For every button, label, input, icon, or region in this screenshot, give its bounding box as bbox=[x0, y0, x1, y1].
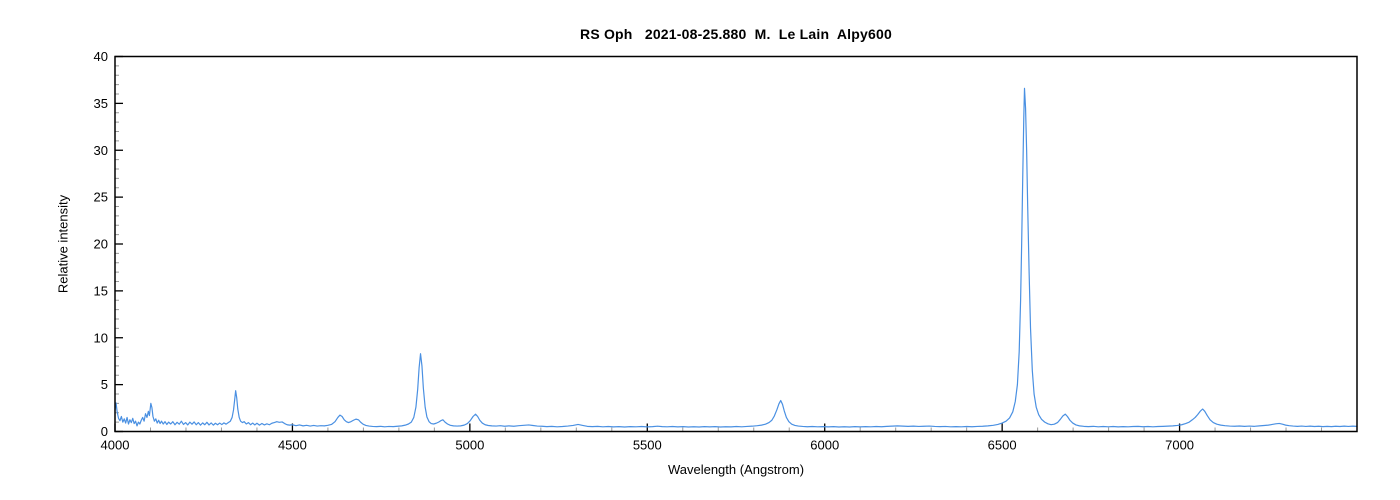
x-axis-label: Wavelength (Angstrom) bbox=[667, 462, 805, 477]
plot-border bbox=[114, 55, 1358, 433]
y-tick-label: 5 bbox=[101, 377, 108, 392]
y-tick-label: 35 bbox=[94, 96, 108, 111]
y-tick-label: 25 bbox=[94, 190, 108, 205]
y-tick-label: 20 bbox=[94, 237, 108, 252]
x-tick-label: 5500 bbox=[633, 438, 662, 453]
spectrum-line bbox=[114, 87, 1358, 428]
y-tick-label: 0 bbox=[101, 424, 108, 439]
x-tick-label: 5000 bbox=[455, 438, 484, 453]
x-tick-label: 6000 bbox=[810, 438, 839, 453]
y-axis-label: Relative intensity bbox=[55, 194, 71, 294]
x-tick-label: 7000 bbox=[1165, 438, 1194, 453]
y-tick-label: 15 bbox=[94, 283, 108, 298]
y-tick-label: 30 bbox=[94, 143, 108, 158]
y-tick-labels: 0 5 10 15 20 25 30 35 40 bbox=[94, 49, 108, 439]
chart-title: RS Oph 2021-08-25.880 M. Le Lain Alpy600 bbox=[580, 26, 892, 42]
x-tick-labels: 4000 4500 5000 5500 6000 6500 7000 bbox=[101, 438, 1194, 453]
x-tick-label: 4500 bbox=[278, 438, 307, 453]
y-major-ticks bbox=[115, 55, 123, 433]
y-tick-label: 10 bbox=[94, 330, 108, 345]
y-tick-label: 40 bbox=[94, 49, 108, 64]
x-tick-label: 4000 bbox=[101, 438, 130, 453]
x-tick-label: 6500 bbox=[988, 438, 1017, 453]
